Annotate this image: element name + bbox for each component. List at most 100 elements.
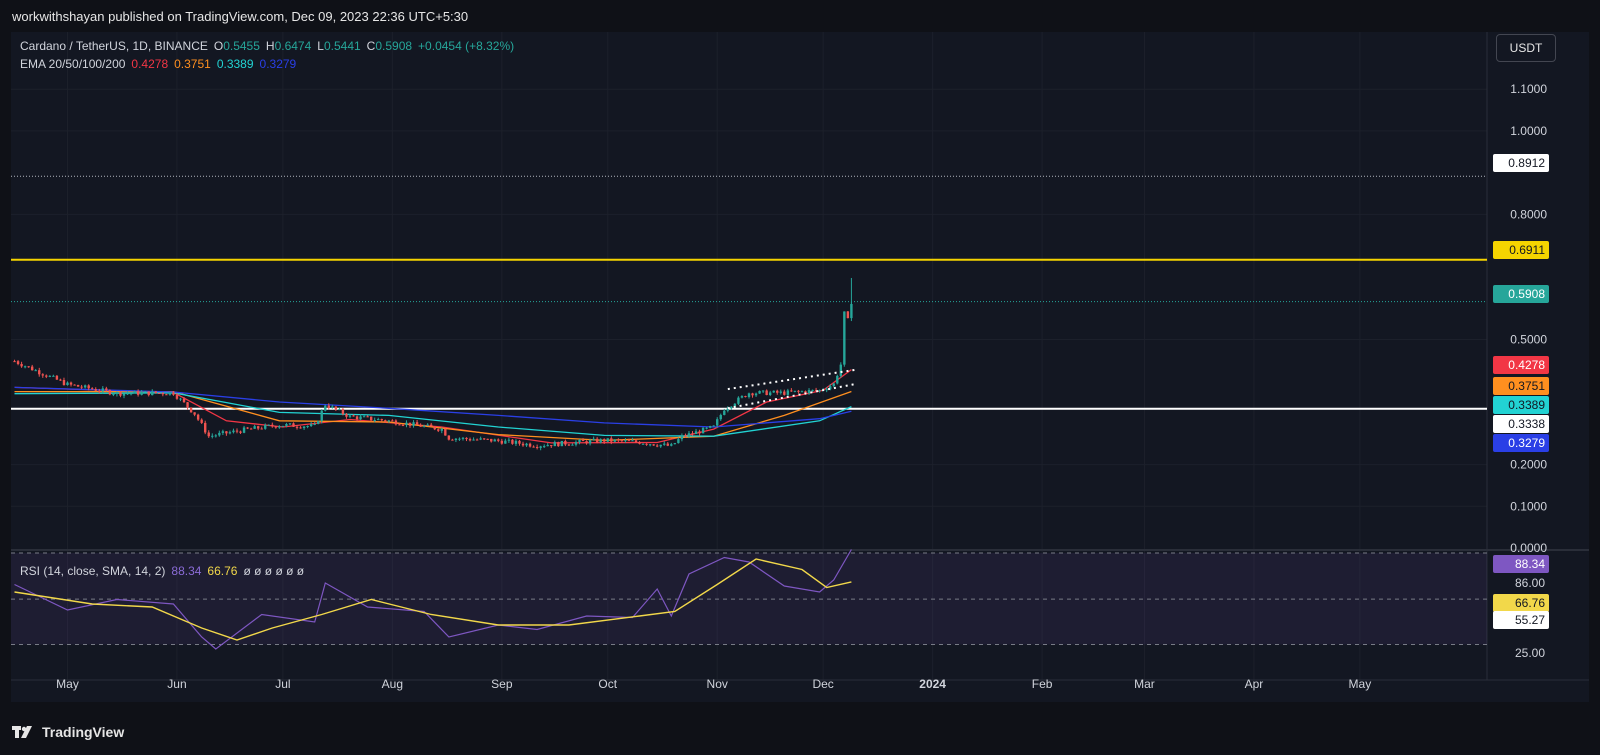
date-tick-label: Jul (275, 677, 290, 691)
candle-body (430, 424, 433, 427)
candle-body (373, 420, 376, 422)
date-tick-label: Oct (598, 677, 617, 691)
candle-body (723, 410, 726, 415)
chart-frame[interactable]: 1.1000 1.0000 0.8000 0.5000 0.2000 0.1000 0.00… (11, 32, 1589, 702)
candle-body (730, 406, 733, 409)
price-tick-label: 0.2000 (1510, 458, 1547, 472)
ema-line (14, 392, 852, 437)
candle-body (278, 426, 281, 428)
candle-body (264, 424, 267, 429)
price-chart[interactable]: 1.1000 1.0000 0.8000 0.5000 0.2000 0.1000 0.00… (11, 32, 1589, 702)
price-badge-bg (1493, 377, 1549, 395)
candle-body (525, 443, 528, 446)
candle-body (634, 440, 638, 443)
candle-body (401, 424, 405, 426)
candle-body (285, 423, 288, 426)
candle-body (129, 393, 133, 395)
candle-body (599, 439, 602, 443)
candle-body (504, 440, 507, 444)
low-value: 0.5441 (323, 39, 361, 53)
candle-body (468, 439, 472, 441)
price-tick-label: 0.1000 (1510, 499, 1547, 513)
candle-body (670, 444, 673, 446)
rsi-ma-value: 66.76 (207, 564, 238, 578)
candle-body (119, 392, 122, 396)
rsi-tick-label: 86.00 (1515, 576, 1545, 590)
candle-body (52, 375, 55, 377)
candle-body (221, 431, 225, 433)
ema-legend: EMA 20/50/100/200 0.4278 0.3751 0.3389 0… (20, 57, 296, 71)
candle-body (253, 426, 256, 429)
rsi-legend: RSI (14, close, SMA, 14, 2) 88.34 66.76 … (20, 564, 304, 578)
currency-button[interactable]: USDT (1496, 34, 1556, 62)
candle-body (225, 431, 228, 434)
candle-body (362, 416, 366, 418)
candle-body (588, 440, 592, 444)
candle-body (687, 433, 691, 437)
ema-line (14, 386, 852, 428)
candle-body (684, 435, 687, 437)
price-badge: 0.3751 (1493, 377, 1549, 395)
rsi-value: 88.34 (171, 564, 202, 578)
candle-body (306, 425, 309, 427)
candle-body (719, 414, 722, 420)
candle-body (140, 392, 143, 395)
candle-body (309, 424, 313, 426)
candle-body (412, 422, 415, 426)
candle-body (595, 438, 599, 443)
candle-body (754, 393, 758, 396)
tradingview-logo[interactable]: TradingView (12, 724, 124, 740)
tradingview-brand: TradingView (42, 723, 125, 740)
candle-body (59, 379, 62, 381)
candle-body (514, 440, 518, 444)
candle-body (355, 416, 359, 420)
candle-body (242, 427, 246, 433)
candle-body (712, 425, 715, 427)
footer: TradingView (0, 708, 1600, 755)
grid (11, 32, 1487, 680)
date-tick-label: Aug (382, 677, 403, 691)
price-badge: 0.5908 (1493, 285, 1549, 303)
candle-body (161, 393, 165, 395)
candle-body (66, 382, 69, 386)
candle-body (154, 391, 157, 394)
ema-title[interactable]: EMA 20/50/100/200 (20, 57, 126, 71)
candle-body (535, 447, 539, 449)
candle-body (701, 427, 705, 434)
candle-body (454, 438, 458, 441)
candle-body (143, 391, 147, 393)
candle-body (214, 435, 218, 437)
price-badge: 0.6911 (1493, 241, 1549, 259)
symbol-title[interactable]: Cardano / TetherUS, 1D, BINANCE (20, 39, 208, 53)
price-tick-label: 1.0000 (1510, 124, 1547, 138)
candle-body (486, 438, 489, 440)
candle-body (105, 388, 108, 391)
candle-body (846, 311, 850, 319)
rsi-axis-label: 55.27 (1493, 611, 1549, 629)
price-badge-label: 0.5908 (1508, 287, 1545, 301)
candle-body (779, 391, 782, 393)
candle-body (673, 443, 677, 445)
rsi-title[interactable]: RSI (14, close, SMA, 14, 2) (20, 564, 166, 578)
candle-body (617, 439, 620, 441)
candle-body (705, 427, 708, 429)
candle-body (751, 393, 754, 396)
candle-body (394, 420, 398, 425)
candle-body (578, 439, 581, 443)
candle-body (716, 419, 719, 426)
candle-body (482, 438, 486, 440)
candle-body (832, 383, 835, 387)
high-value: 0.6474 (274, 39, 312, 53)
candle-body (48, 375, 52, 377)
candle-body (136, 391, 140, 395)
candle-body (175, 394, 179, 399)
price-badge-bg (1493, 396, 1549, 414)
candle-body (348, 415, 352, 417)
candle-body (69, 382, 73, 385)
rsi-badge-bg (1493, 555, 1549, 573)
candle-body (638, 442, 641, 444)
open-label: O (213, 39, 224, 53)
candle-body (829, 386, 832, 390)
ema-line (14, 390, 852, 442)
candle-body (302, 426, 306, 429)
